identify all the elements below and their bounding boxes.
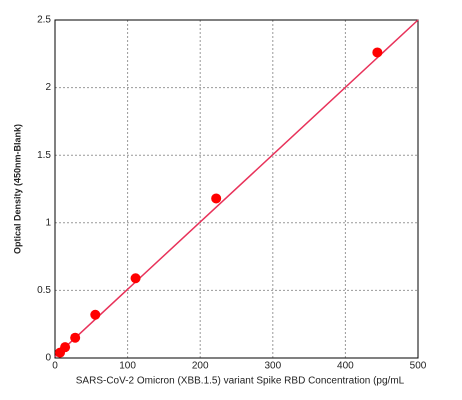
x-tick-label: 100 [119,361,136,372]
y-tick-label: 0.5 [37,285,51,296]
x-axis-label: SARS-CoV-2 Omicron (XBB.1.5) variant Spi… [76,376,405,387]
y-tick-label: 1 [45,217,51,228]
x-tick-label: 0 [52,361,58,372]
data-point [372,47,383,58]
x-tick-label: 500 [410,361,427,372]
y-tick-label: 1.5 [37,150,51,161]
data-point [70,332,81,343]
y-tick-label: 0 [45,353,51,364]
x-tick-label: 200 [192,361,209,372]
data-point [60,342,71,353]
y-tick-label: 2 [45,82,51,93]
data-point [211,193,222,204]
fit-line [54,19,419,358]
y-axis-label: Optical Density (450nm-Blank) [12,124,22,254]
x-tick-label: 300 [264,361,281,372]
x-tick-label: 400 [337,361,354,372]
data-point [90,309,101,320]
plot-frame [54,19,419,359]
data-point [130,273,141,284]
y-tick-label: 2.5 [37,15,51,26]
